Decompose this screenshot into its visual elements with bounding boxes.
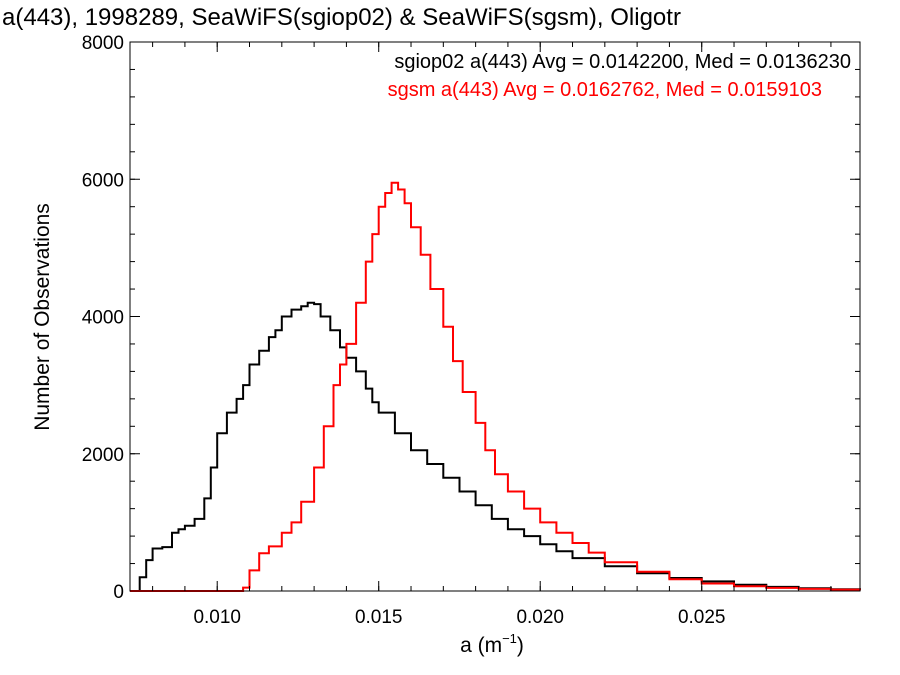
series-line-sgiop02: [130, 301, 861, 592]
x-axis-label: a (m−1): [460, 631, 524, 657]
stat-sgsm: sgsm a(443) Avg = 0.0162762, Med = 0.015…: [388, 79, 822, 101]
plot-area: 0.010 0.015 0.020 0.025 0 2000 4000 6000 8000: [82, 33, 861, 628]
plot-frame: [129, 41, 861, 592]
x-axis-label-base: a (m: [460, 634, 502, 657]
y-tick-label: 0: [113, 582, 124, 603]
series-line-sgsm: [130, 181, 861, 592]
x-tick-label: 0.015: [355, 607, 403, 628]
x-tick-label: 0.020: [516, 607, 564, 628]
x-tick-label: 0.010: [193, 607, 241, 628]
x-axis-label-close: ): [517, 634, 524, 657]
y-tick-label: 8000: [82, 33, 124, 54]
x-tick-label: 0.025: [678, 607, 726, 628]
y-tick-label: 4000: [82, 308, 124, 329]
x-axis-label-sup: −1: [502, 631, 517, 646]
stat-sgiop02: sgiop02 a(443) Avg = 0.0142200, Med = 0.…: [394, 51, 851, 73]
y-axis-label: Number of Observations: [31, 203, 54, 431]
chart-title: a(443), 1998289, SeaWiFS(sgiop02) & SeaW…: [2, 4, 681, 31]
y-tick-label: 2000: [82, 445, 124, 466]
y-tick-label: 6000: [82, 170, 124, 191]
